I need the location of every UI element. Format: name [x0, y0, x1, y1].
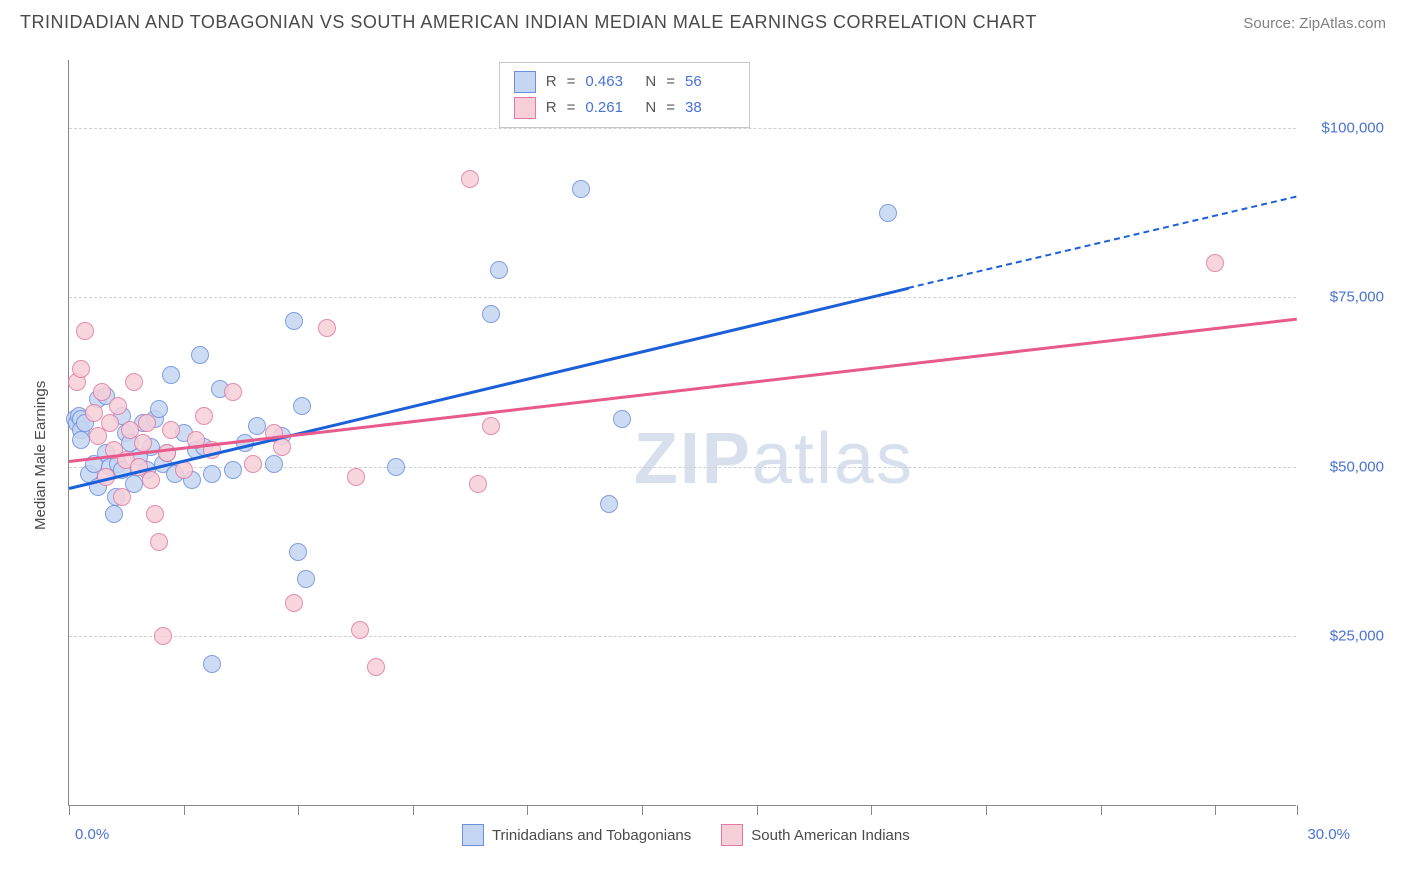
stats-legend: R=0.463N=56R=0.261N=38: [499, 62, 750, 128]
data-point: [101, 414, 119, 432]
n-label: N: [645, 95, 656, 121]
chart-source: Source: ZipAtlas.com: [1243, 15, 1386, 32]
x-tick: [871, 805, 872, 815]
series-legend: Trinidadians and Tobagonians South Americ…: [462, 824, 910, 846]
x-tick: [642, 805, 643, 815]
data-point: [297, 570, 315, 588]
y-tick-label: $25,000: [1304, 628, 1384, 645]
chart-container: Median Male Earnings ZIPatlas$25,000$50,…: [50, 50, 1390, 830]
legend-label: Trinidadians and Tobagonians: [492, 827, 691, 844]
x-tick: [298, 805, 299, 815]
data-point: [150, 533, 168, 551]
gridline: [69, 297, 1296, 298]
r-value: 0.261: [585, 95, 635, 121]
y-tick-label: $100,000: [1304, 119, 1384, 136]
x-min-label: 0.0%: [75, 826, 109, 843]
x-tick: [527, 805, 528, 815]
r-label: R: [546, 69, 557, 95]
series-swatch: [721, 824, 743, 846]
x-tick: [986, 805, 987, 815]
data-point: [244, 455, 262, 473]
data-point: [138, 414, 156, 432]
series-swatch: [514, 71, 536, 93]
x-tick: [757, 805, 758, 815]
chart-title: TRINIDADIAN AND TOBAGONIAN VS SOUTH AMER…: [20, 12, 1037, 33]
gridline: [69, 636, 1296, 637]
data-point: [285, 312, 303, 330]
data-point: [224, 461, 242, 479]
series-swatch: [462, 824, 484, 846]
data-point: [351, 621, 369, 639]
data-point: [572, 180, 590, 198]
data-point: [347, 468, 365, 486]
x-tick: [1215, 805, 1216, 815]
data-point: [285, 594, 303, 612]
legend-item: Trinidadians and Tobagonians: [462, 824, 691, 846]
x-max-label: 30.0%: [1307, 826, 1350, 843]
x-tick: [413, 805, 414, 815]
data-point: [600, 495, 618, 513]
stats-row: R=0.463N=56: [514, 69, 735, 95]
data-point: [461, 170, 479, 188]
y-tick-label: $75,000: [1304, 289, 1384, 306]
data-point: [72, 360, 90, 378]
x-tick: [184, 805, 185, 815]
data-point: [318, 319, 336, 337]
data-point: [469, 475, 487, 493]
data-point: [482, 417, 500, 435]
data-point: [142, 471, 160, 489]
data-point: [613, 410, 631, 428]
data-point: [162, 366, 180, 384]
plot-area: ZIPatlas$25,000$50,000$75,000$100,0000.0…: [68, 60, 1296, 806]
x-tick: [1101, 805, 1102, 815]
series-swatch: [514, 97, 536, 119]
data-point: [387, 458, 405, 476]
legend-item: South American Indians: [721, 824, 909, 846]
data-point: [72, 431, 90, 449]
chart-header: TRINIDADIAN AND TOBAGONIAN VS SOUTH AMER…: [0, 0, 1406, 37]
n-value: 38: [685, 95, 735, 121]
data-point: [289, 543, 307, 561]
legend-label: South American Indians: [751, 827, 909, 844]
y-axis-title: Median Male Earnings: [32, 381, 49, 530]
watermark: ZIPatlas: [634, 418, 914, 500]
data-point: [203, 655, 221, 673]
data-point: [879, 204, 897, 222]
data-point: [482, 305, 500, 323]
n-label: N: [645, 69, 656, 95]
data-point: [490, 261, 508, 279]
data-point: [146, 505, 164, 523]
stats-row: R=0.261N=38: [514, 95, 735, 121]
data-point: [93, 383, 111, 401]
data-point: [224, 383, 242, 401]
data-point: [105, 505, 123, 523]
x-tick: [1297, 805, 1298, 815]
data-point: [175, 461, 193, 479]
data-point: [113, 488, 131, 506]
data-point: [1206, 254, 1224, 272]
data-point: [265, 455, 283, 473]
data-point: [191, 346, 209, 364]
data-point: [195, 407, 213, 425]
trend-line: [908, 196, 1297, 289]
data-point: [109, 397, 127, 415]
r-label: R: [546, 95, 557, 121]
y-tick-label: $50,000: [1304, 458, 1384, 475]
data-point: [76, 322, 94, 340]
data-point: [248, 417, 266, 435]
r-value: 0.463: [585, 69, 635, 95]
data-point: [203, 465, 221, 483]
data-point: [125, 373, 143, 391]
data-point: [134, 434, 152, 452]
x-tick: [69, 805, 70, 815]
data-point: [293, 397, 311, 415]
data-point: [85, 404, 103, 422]
data-point: [154, 627, 172, 645]
data-point: [162, 421, 180, 439]
n-value: 56: [685, 69, 735, 95]
data-point: [367, 658, 385, 676]
